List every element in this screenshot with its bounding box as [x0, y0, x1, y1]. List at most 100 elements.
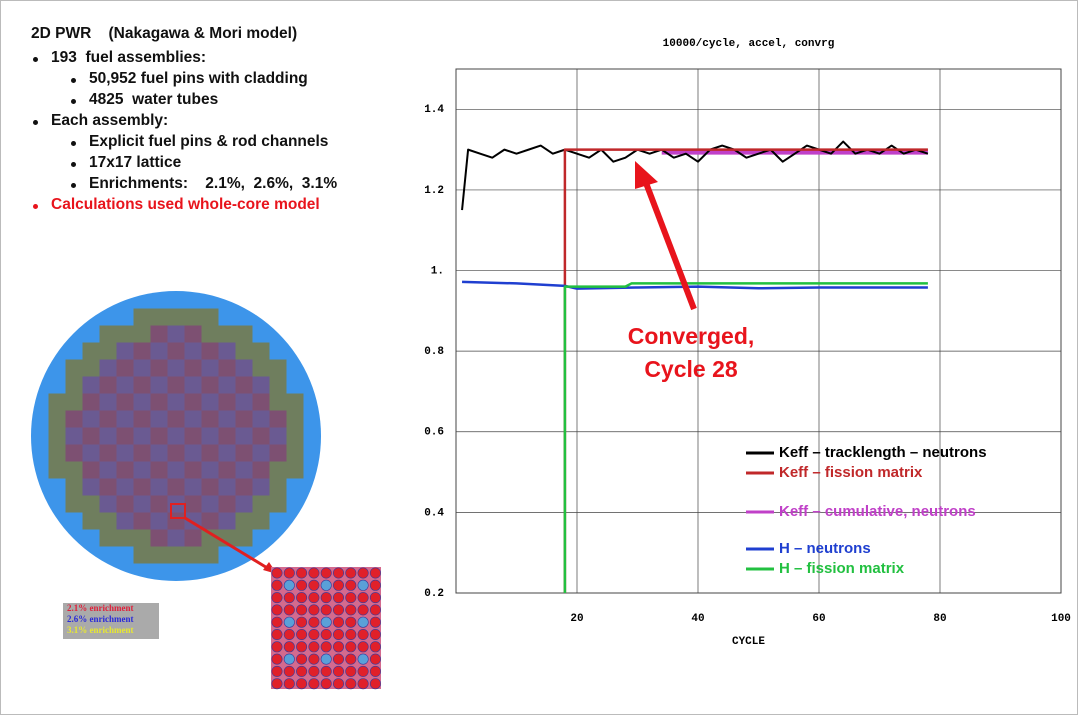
assembly	[82, 444, 100, 462]
assembly	[150, 342, 168, 360]
pin	[308, 678, 320, 690]
pin	[320, 665, 332, 677]
assembly	[167, 444, 185, 462]
assembly	[167, 325, 185, 343]
assembly	[201, 410, 219, 428]
plot-frame	[455, 68, 1062, 594]
assembly	[269, 393, 287, 411]
pin	[283, 616, 295, 628]
pin	[320, 579, 332, 591]
pin	[320, 592, 332, 604]
assembly	[133, 444, 151, 462]
assembly	[218, 478, 236, 496]
assembly	[65, 410, 83, 428]
pin	[296, 665, 308, 677]
bullet: 193 fuel assemblies:	[31, 49, 337, 67]
pin	[271, 567, 283, 579]
pin	[320, 678, 332, 690]
assembly	[82, 495, 100, 513]
enrichment-label: 2.1% enrichment	[67, 603, 134, 613]
assembly	[150, 376, 168, 394]
assembly	[99, 529, 117, 547]
pin	[308, 616, 320, 628]
pin	[332, 628, 344, 640]
assembly	[133, 342, 151, 360]
assembly	[184, 529, 202, 547]
y-tick-label: 1.	[431, 265, 444, 277]
assembly	[184, 444, 202, 462]
assembly	[150, 478, 168, 496]
assembly	[150, 546, 168, 564]
pin	[369, 641, 381, 653]
pin	[271, 604, 283, 616]
pin	[345, 653, 357, 665]
y-tick-label: 0.8	[424, 346, 444, 358]
assembly	[65, 461, 83, 479]
assembly	[269, 444, 287, 462]
assembly	[65, 444, 83, 462]
assembly	[116, 359, 134, 377]
assembly	[235, 495, 253, 513]
assembly	[235, 478, 253, 496]
pin	[308, 604, 320, 616]
pin	[296, 567, 308, 579]
sub-bullet: 50,952 fuel pins with cladding	[69, 70, 337, 88]
assembly	[99, 461, 117, 479]
pin	[345, 616, 357, 628]
assembly	[82, 359, 100, 377]
pin	[296, 592, 308, 604]
assembly	[150, 444, 168, 462]
pin	[357, 579, 369, 591]
assembly	[167, 427, 185, 445]
assembly	[150, 325, 168, 343]
assembly	[269, 495, 287, 513]
pin	[332, 665, 344, 677]
assembly	[167, 546, 185, 564]
assembly	[48, 461, 66, 479]
assembly	[116, 478, 134, 496]
sub-bullet: 17x17 lattice	[69, 154, 337, 172]
assembly	[116, 342, 134, 360]
pin	[357, 641, 369, 653]
assembly	[65, 376, 83, 394]
pin	[332, 579, 344, 591]
assembly	[99, 376, 117, 394]
assembly	[252, 393, 270, 411]
assembly	[218, 512, 236, 530]
assembly	[235, 427, 253, 445]
x-tick-label: 100	[1051, 613, 1071, 625]
pin	[308, 653, 320, 665]
pin	[308, 641, 320, 653]
assembly	[184, 546, 202, 564]
pin	[369, 678, 381, 690]
assembly	[201, 529, 219, 547]
pin	[357, 616, 369, 628]
assembly	[252, 461, 270, 479]
assembly	[82, 461, 100, 479]
assembly	[252, 342, 270, 360]
sub-bullet: 4825 water tubes	[69, 91, 337, 109]
assembly	[116, 512, 134, 530]
assembly	[150, 308, 168, 326]
assembly	[269, 478, 287, 496]
pin	[332, 641, 344, 653]
assembly	[82, 393, 100, 411]
sub-bullet: Enrichments: 2.1%, 2.6%, 3.1%	[69, 175, 337, 193]
pin	[296, 641, 308, 653]
pin	[320, 628, 332, 640]
assembly	[252, 359, 270, 377]
pin	[332, 604, 344, 616]
assembly	[252, 444, 270, 462]
pin	[283, 641, 295, 653]
assembly	[269, 461, 287, 479]
pin	[320, 653, 332, 665]
assembly	[218, 393, 236, 411]
bullet: Calculations used whole-core model	[31, 196, 337, 214]
y-tick-label: 1.4	[424, 104, 444, 116]
assembly	[150, 427, 168, 445]
pin	[357, 592, 369, 604]
assembly	[150, 410, 168, 428]
assembly	[99, 512, 117, 530]
assembly	[99, 444, 117, 462]
pin	[332, 616, 344, 628]
